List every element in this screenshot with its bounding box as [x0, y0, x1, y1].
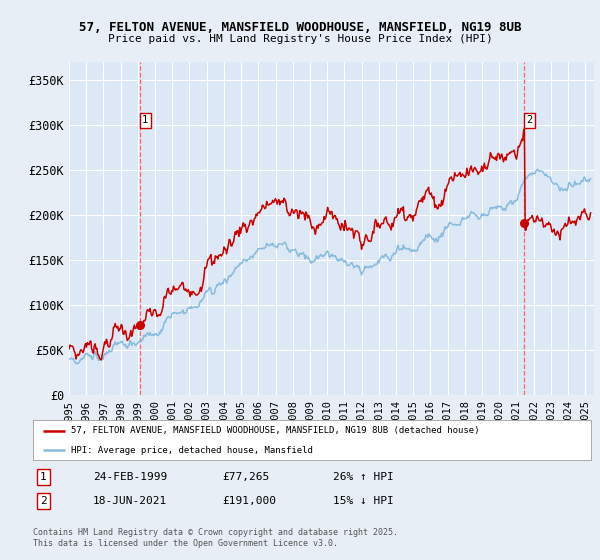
Text: Price paid vs. HM Land Registry's House Price Index (HPI): Price paid vs. HM Land Registry's House … — [107, 34, 493, 44]
Text: Contains HM Land Registry data © Crown copyright and database right 2025.
This d: Contains HM Land Registry data © Crown c… — [33, 528, 398, 548]
Text: HPI: Average price, detached house, Mansfield: HPI: Average price, detached house, Mans… — [71, 446, 313, 455]
Text: 2: 2 — [40, 496, 47, 506]
Text: £191,000: £191,000 — [222, 496, 276, 506]
Text: 15% ↓ HPI: 15% ↓ HPI — [333, 496, 394, 506]
Text: 57, FELTON AVENUE, MANSFIELD WOODHOUSE, MANSFIELD, NG19 8UB (detached house): 57, FELTON AVENUE, MANSFIELD WOODHOUSE, … — [71, 426, 479, 435]
Text: £77,265: £77,265 — [222, 472, 269, 482]
Text: 26% ↑ HPI: 26% ↑ HPI — [333, 472, 394, 482]
Text: 2: 2 — [526, 115, 532, 125]
Text: 18-JUN-2021: 18-JUN-2021 — [93, 496, 167, 506]
Text: 1: 1 — [142, 115, 148, 125]
Text: 24-FEB-1999: 24-FEB-1999 — [93, 472, 167, 482]
Text: 1: 1 — [40, 472, 47, 482]
Text: 57, FELTON AVENUE, MANSFIELD WOODHOUSE, MANSFIELD, NG19 8UB: 57, FELTON AVENUE, MANSFIELD WOODHOUSE, … — [79, 21, 521, 34]
